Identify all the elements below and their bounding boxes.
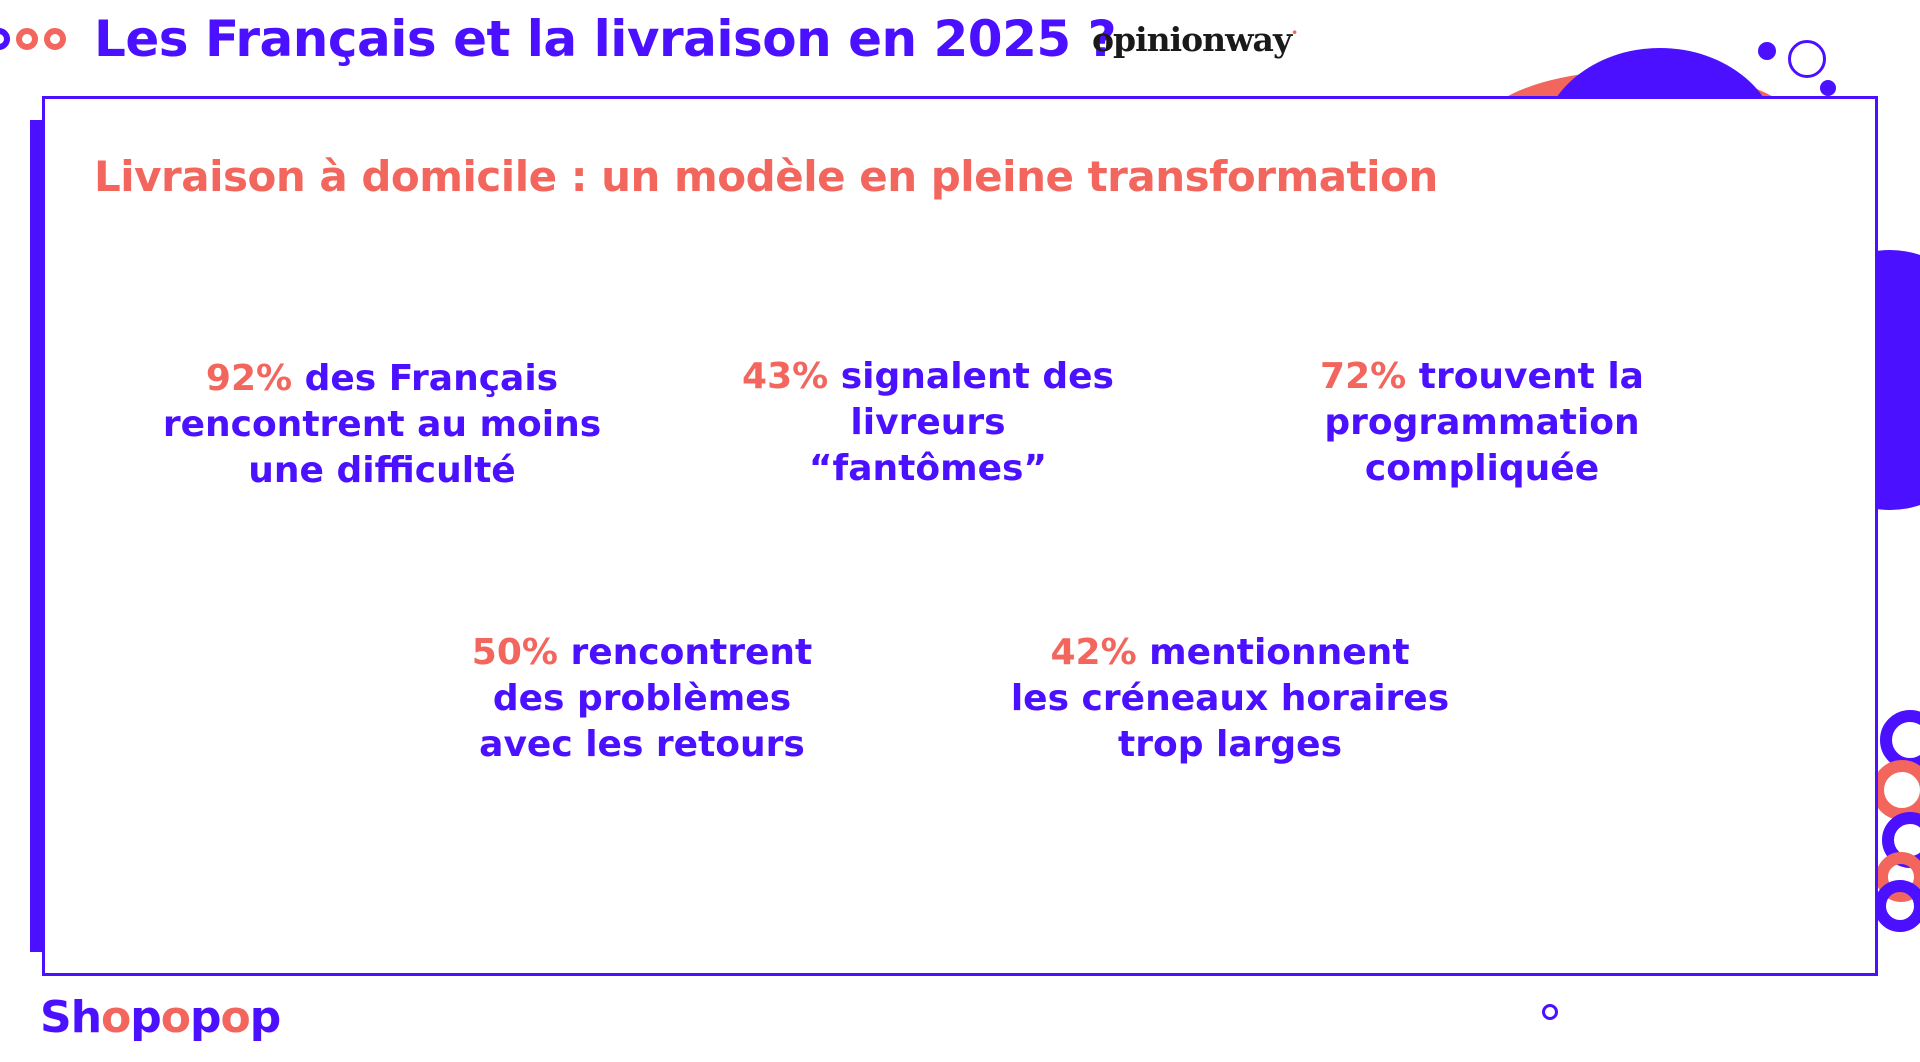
stat-percentage: 50%: [471, 632, 558, 673]
stat-time-slots: 42% mentionnent les créneaux horaires tr…: [1010, 632, 1450, 765]
slide-subtitle: Livraison à domicile : un modèle en plei…: [94, 152, 1438, 201]
stat-percentage: 92%: [205, 358, 293, 399]
content-card: [42, 96, 1878, 976]
shopopop-logo: Shopopop: [40, 992, 281, 1043]
card-accent-bar: [30, 120, 42, 952]
decorative-curl: [1874, 880, 1920, 932]
stat-ghost-couriers: 43% signalent des livreurs “fantômes”: [742, 356, 1114, 489]
decorative-dot: [1758, 42, 1776, 60]
ring-icon: [44, 28, 66, 50]
stat-difficulty: 92% des Français rencontrent au moins un…: [162, 358, 602, 491]
decorative-curl: [1872, 760, 1920, 820]
stat-percentage: 43%: [742, 356, 829, 397]
opinionway-logo: opinionway·: [1092, 20, 1298, 59]
ring-icon: [0, 28, 10, 50]
header-rings: [0, 28, 66, 50]
stat-scheduling: 72% trouvent la programmation compliquée: [1320, 356, 1644, 489]
page-title: Les Français et la livraison en 2025 ?: [94, 10, 1117, 68]
decorative-dot: [1820, 80, 1836, 96]
stat-percentage: 72%: [1320, 356, 1407, 397]
decorative-ring: [1788, 40, 1826, 78]
stat-percentage: 42%: [1050, 632, 1137, 673]
stat-returns: 50% rencontrent des problèmes avec les r…: [471, 632, 813, 765]
decorative-ring-small: [1542, 1004, 1558, 1020]
ring-icon: [16, 28, 38, 50]
